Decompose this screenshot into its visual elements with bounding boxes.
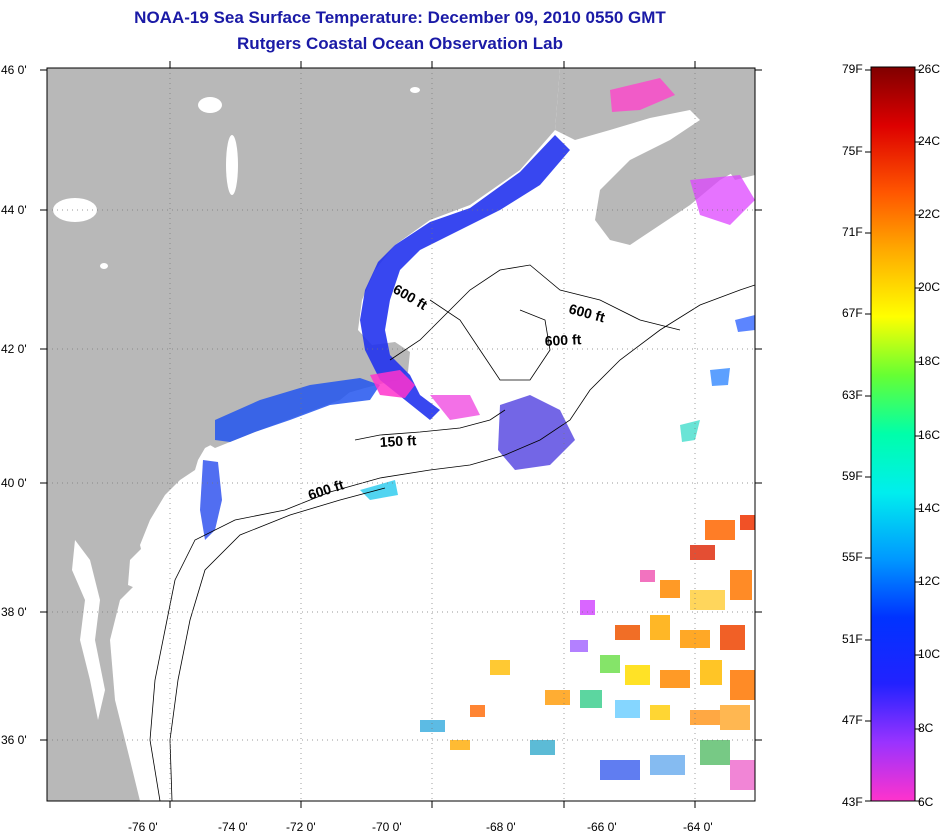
sst-georges-bank [498,395,575,470]
delaware-bay [128,545,152,590]
colorbar-f-label: 71F [842,225,863,239]
sst-filament [735,315,755,332]
colorbar-c-label: 6C [918,795,934,809]
colorbar [870,66,916,802]
colorbar-c-label: 16C [918,428,941,442]
sst-gulf-stream-patches [420,515,755,790]
sst-cold-patch [430,395,480,420]
cape-breton [715,120,755,180]
colorbar-c-label: 14C [918,501,941,515]
lat-label: 42 0' [1,342,27,356]
colorbar-c-label: 18C [918,354,941,368]
lon-label: -76 0' [128,820,158,834]
contour-label: 600 ft [544,331,582,349]
graticule [47,68,755,801]
colorbar-c-label: 26C [918,62,941,76]
chesapeake-bay [72,540,105,720]
colorbar-f-label: 79F [842,62,863,76]
lat-label: 40 0' [1,476,27,490]
lake [100,263,108,269]
lat-label: 36 0' [1,733,27,747]
colorbar-f-label: 75F [842,144,863,158]
sst-coastal-band [360,135,570,420]
colorbar-c-label: 20C [918,280,941,294]
map-frame [46,67,756,802]
lake [53,198,97,222]
map-title: NOAA-19 Sea Surface Temperature: Decembe… [134,8,666,27]
colorbar-c-label: 22C [918,207,941,221]
colorbar-f-label: 67F [842,306,863,320]
land-us-northeast [47,68,560,801]
colorbar-c-label: 24C [918,134,941,148]
colorbar-f-label: 47F [842,713,863,727]
colorbar-f-label: 63F [842,388,863,402]
colorbar-ticks [865,69,921,802]
colorbar-c-label: 8C [918,721,934,735]
contour-label: 150 ft [379,432,417,450]
sst-nj-shelf [200,460,222,540]
colorbar-c-label: 12C [918,574,941,588]
lat-label: 46 0' [1,63,27,77]
colorbar-f-label: 51F [842,632,863,646]
lat-label: 44 0' [1,203,27,217]
lon-label: -64 0' [683,820,713,834]
sst-cold-patch [690,175,755,225]
land-canada [555,68,755,245]
lon-label: -66 0' [587,820,617,834]
sst-southern-new-england [215,378,380,442]
lake [198,97,222,113]
colorbar-f-label: 55F [842,550,863,564]
lon-label: -68 0' [486,820,516,834]
sst-cold-patch [370,370,415,398]
colorbar-f-label: 43F [842,795,863,809]
lon-label: -74 0' [218,820,248,834]
colorbar-c-label: 10C [918,647,941,661]
axis-ticks [40,61,762,808]
lon-label: -70 0' [372,820,402,834]
lat-label: 38 0' [1,605,27,619]
lake [226,135,238,195]
lake [410,87,420,93]
map-subtitle: Rutgers Coastal Ocean Observation Lab [237,34,563,53]
bathymetry-contours [149,264,755,801]
lon-label: -72 0' [286,820,316,834]
sst-filament [680,420,700,442]
sst-filament [710,368,730,386]
sst-cold-patch [610,78,675,112]
colorbar-f-label: 59F [842,469,863,483]
